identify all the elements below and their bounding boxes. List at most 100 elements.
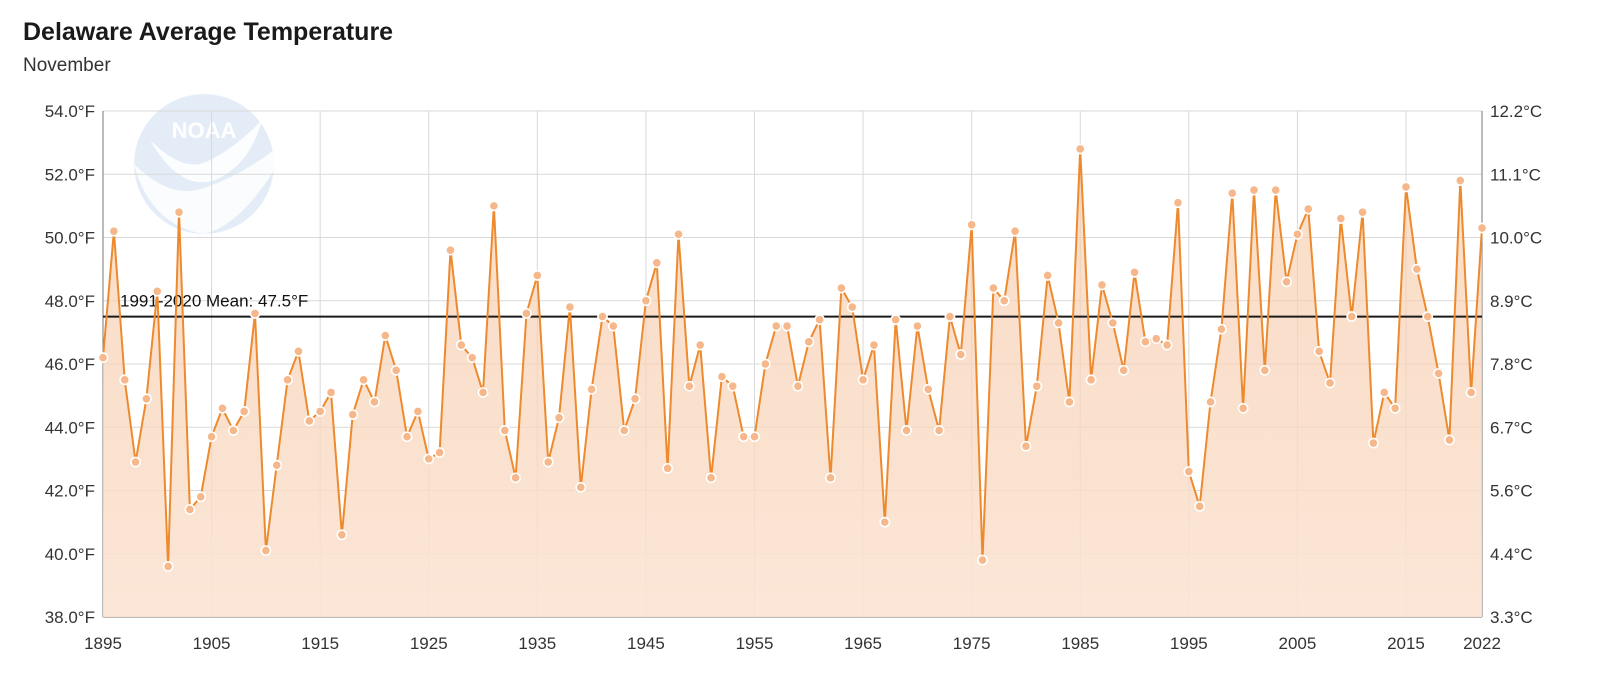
- data-point-1951: [705, 472, 717, 484]
- data-point-1939: [575, 481, 587, 493]
- data-point-2007: [1313, 345, 1325, 357]
- y-tick-label-right: 7.8°C: [1490, 355, 1533, 374]
- data-point-1998: [1216, 323, 1227, 335]
- data-point-1922: [390, 364, 402, 376]
- chart-title: Delaware Average Temperature: [23, 18, 394, 46]
- data-point-2012: [1368, 437, 1379, 449]
- data-point-1896: [108, 225, 120, 237]
- x-tick-label: 1995: [1170, 634, 1208, 653]
- data-point-1985: [1074, 143, 1086, 155]
- data-point-1999: [1226, 187, 1238, 199]
- data-point-1901: [162, 561, 174, 572]
- data-point-2022: [1476, 222, 1488, 234]
- x-tick-label: 1985: [1061, 634, 1099, 653]
- data-point-1897: [119, 374, 131, 386]
- data-point-1907: [227, 425, 239, 436]
- data-point-1945: [640, 295, 652, 307]
- mean-label: 1991-2020 Mean: 47.5°F: [120, 292, 308, 311]
- data-point-2013: [1378, 387, 1390, 398]
- data-point-1950: [694, 339, 706, 351]
- y-tick-label-left: 50.0°F: [45, 229, 95, 248]
- data-points: [97, 143, 1488, 572]
- data-point-1914: [303, 415, 315, 427]
- data-point-2019: [1444, 434, 1455, 446]
- x-tick-label: 2015: [1387, 634, 1425, 653]
- data-point-1915: [314, 406, 326, 417]
- data-point-2016: [1411, 263, 1423, 275]
- data-point-1918: [347, 409, 359, 420]
- data-point-1979: [1009, 225, 1021, 237]
- data-point-1920: [369, 396, 380, 408]
- data-point-1972: [933, 425, 945, 436]
- data-point-2001: [1248, 184, 1260, 196]
- y-tick-label-right: 11.1°C: [1490, 165, 1541, 184]
- data-point-1996: [1194, 500, 1206, 512]
- data-point-1973: [944, 311, 956, 322]
- data-point-1969: [901, 425, 912, 436]
- data-point-1923: [401, 431, 413, 443]
- y-tick-label-right: 12.2°C: [1490, 102, 1542, 121]
- data-point-1960: [803, 336, 815, 348]
- temperature-area: [103, 149, 1482, 617]
- data-point-1974: [955, 349, 967, 360]
- data-point-1955: [749, 431, 760, 443]
- data-point-1963: [835, 282, 847, 294]
- y-tick-label-left: 38.0°F: [45, 608, 95, 627]
- data-point-1967: [879, 516, 891, 528]
- y-tick-label-right: 4.4°C: [1490, 545, 1533, 564]
- data-point-1978: [998, 295, 1010, 307]
- data-point-1994: [1172, 197, 1184, 209]
- data-point-1966: [868, 339, 880, 351]
- data-point-2000: [1237, 402, 1249, 414]
- data-point-1902: [173, 206, 185, 218]
- data-point-1995: [1183, 466, 1195, 477]
- data-point-1905: [206, 431, 217, 443]
- data-point-2008: [1324, 377, 1336, 389]
- data-point-1976: [977, 554, 988, 566]
- data-point-1958: [781, 320, 793, 332]
- data-point-1992: [1150, 333, 1162, 345]
- data-point-1942: [607, 320, 619, 332]
- y-axis-right-ticks: 3.3°C 4.4°C 5.6°C 6.7°C 7.8°C 8.9°C 10.0°C 11.1…: [1490, 102, 1542, 627]
- noaa-logo: NOAA: [134, 94, 274, 234]
- data-point-2006: [1302, 203, 1314, 215]
- data-point-2004: [1281, 276, 1292, 288]
- y-tick-label-left: 42.0°F: [45, 482, 95, 501]
- data-point-2021: [1465, 387, 1477, 398]
- data-point-2015: [1400, 181, 1412, 193]
- x-tick-label: 2005: [1278, 634, 1316, 653]
- data-point-1935: [531, 270, 543, 281]
- data-point-1952: [716, 371, 728, 383]
- data-point-1970: [911, 320, 923, 332]
- data-point-2014: [1389, 402, 1401, 414]
- y-tick-label-left: 44.0°F: [45, 418, 95, 437]
- data-point-1913: [293, 345, 304, 357]
- data-point-1988: [1107, 317, 1119, 329]
- data-point-1931: [488, 200, 500, 212]
- data-point-1921: [379, 330, 391, 341]
- data-point-1937: [553, 412, 565, 424]
- y-tick-label-left: 52.0°F: [45, 165, 95, 184]
- data-point-1927: [445, 244, 456, 256]
- data-point-1932: [499, 425, 511, 436]
- x-tick-label: 1915: [301, 634, 339, 653]
- data-point-1900: [151, 285, 163, 297]
- data-point-1993: [1161, 339, 1173, 351]
- data-point-2009: [1335, 213, 1347, 224]
- data-point-1959: [792, 380, 804, 392]
- data-point-1930: [477, 387, 489, 398]
- data-point-1984: [1063, 396, 1075, 408]
- data-point-1983: [1053, 317, 1064, 329]
- y-tick-label-left: 46.0°F: [45, 355, 95, 374]
- data-point-1938: [564, 301, 576, 313]
- y-tick-label-right: 10.0°C: [1490, 229, 1542, 248]
- data-point-1989: [1118, 364, 1130, 376]
- data-point-2017: [1422, 311, 1434, 322]
- data-point-1929: [466, 352, 478, 364]
- chart-subtitle: November: [23, 55, 111, 76]
- data-point-2020: [1454, 175, 1466, 186]
- data-point-1904: [195, 491, 207, 503]
- data-point-1986: [1085, 374, 1097, 386]
- y-tick-label-right: 3.3°C: [1490, 608, 1533, 627]
- data-point-1991: [1139, 336, 1151, 348]
